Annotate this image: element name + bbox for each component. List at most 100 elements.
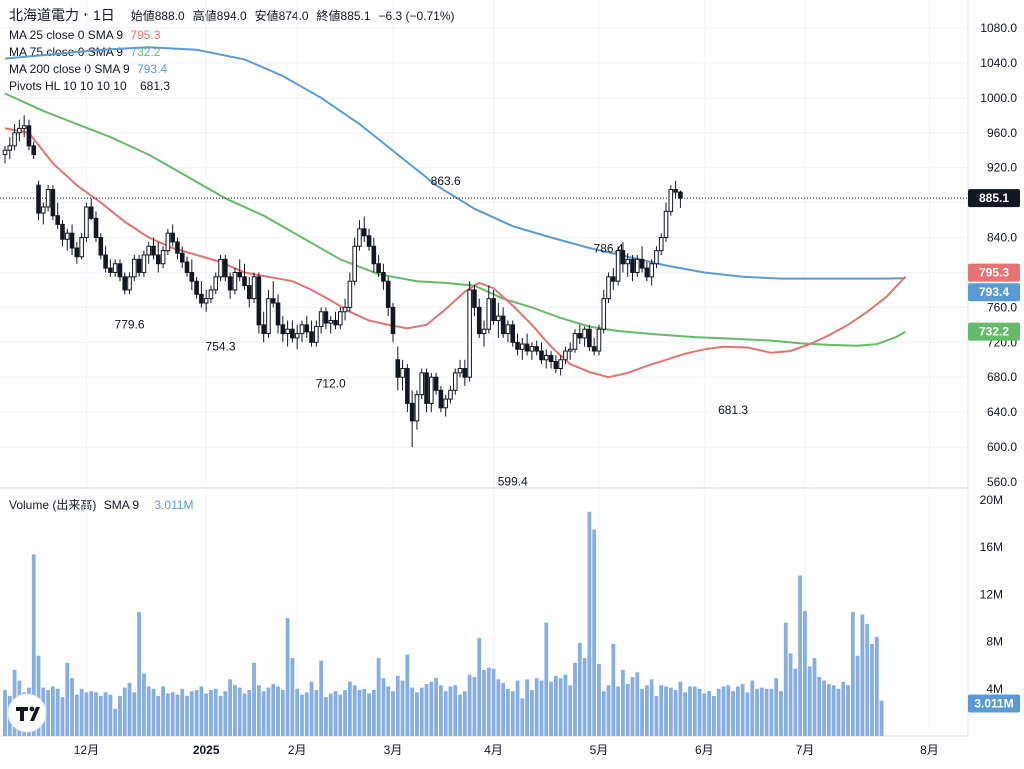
volume-bar xyxy=(721,686,726,736)
candle xyxy=(275,294,281,334)
svg-text:885.1: 885.1 xyxy=(979,191,1009,205)
candle xyxy=(448,385,453,404)
candle xyxy=(625,253,631,277)
time-tick-label: 3月 xyxy=(384,743,403,757)
volume-bar xyxy=(793,668,798,736)
volume-bar xyxy=(343,689,347,736)
volume-bar xyxy=(486,667,491,736)
time-tick-label: 7月 xyxy=(796,743,815,757)
volume-bar xyxy=(218,695,223,736)
volume-bar xyxy=(185,695,189,736)
volume-bar xyxy=(611,643,616,736)
candle xyxy=(103,246,108,273)
price-tick-label: 1000.0 xyxy=(980,91,1017,105)
indicator-value: 795.3 xyxy=(130,28,161,42)
volume-bar xyxy=(616,686,621,736)
candle xyxy=(496,303,501,338)
indicator-pivots[interactable]: Pivots HL 10 10 10 10 681.3 xyxy=(9,78,174,94)
candle xyxy=(361,216,367,242)
indicator-ma25[interactable]: MA 25 close 0 SMA 9 795.3 xyxy=(9,27,164,43)
volume-bar xyxy=(266,687,271,736)
candle xyxy=(606,272,611,304)
volume-bar xyxy=(70,678,74,736)
volume-bar xyxy=(118,695,122,736)
volume-bar xyxy=(841,681,846,736)
candle xyxy=(409,390,415,448)
volume-bar xyxy=(419,687,424,736)
volume-bar xyxy=(31,554,36,736)
ma25-line xyxy=(4,127,907,379)
candle xyxy=(45,185,51,212)
candle xyxy=(41,202,46,225)
price-tick-label: 1080.0 xyxy=(980,21,1017,35)
candle xyxy=(132,255,137,282)
candle xyxy=(237,259,243,282)
time-tick-label: 4月 xyxy=(484,743,503,757)
last-price-badge: 885.1 xyxy=(968,189,1020,208)
candle xyxy=(347,272,353,312)
volume-bar xyxy=(137,612,142,736)
candle xyxy=(510,320,516,347)
time-axis-ticks: 12月 2025 2月 3月 4月 5月 6月 7月 8月 xyxy=(74,743,939,757)
candle xyxy=(419,368,425,400)
candle xyxy=(505,320,511,343)
volume-bar xyxy=(314,689,319,736)
volume-legend[interactable]: Volume (出来高) SMA 9 3.011M xyxy=(9,497,198,513)
volume-bar xyxy=(438,685,443,736)
candle xyxy=(98,233,104,260)
candle xyxy=(567,342,573,360)
volume-bar xyxy=(774,678,779,736)
chart-header: 北海道電力・1日 始値888.0 高値894.0 安値874.0 終値885.1… xyxy=(9,7,459,24)
volume-bar xyxy=(668,687,673,736)
volume-bar xyxy=(180,688,185,736)
candle xyxy=(223,255,228,282)
price-badges: 885.1 795.3 793.4 732.2 3.011M xyxy=(968,189,1020,713)
volume-bar xyxy=(803,610,807,736)
volume-bar xyxy=(357,689,362,736)
high-value: 894.0 xyxy=(216,9,247,23)
candle xyxy=(587,324,592,352)
volume-bar xyxy=(740,684,745,736)
candle xyxy=(2,145,8,164)
candle xyxy=(529,342,535,360)
volume-bar xyxy=(520,698,525,736)
volume-bar xyxy=(812,658,817,736)
volume-bar xyxy=(467,674,472,736)
volume-bar xyxy=(60,697,65,736)
candle xyxy=(74,241,80,264)
volume-bar xyxy=(462,691,467,736)
indicator-ma200[interactable]: MA 200 close 0 SMA 9 793.4 xyxy=(9,61,171,77)
volume-bar xyxy=(84,692,89,736)
candle xyxy=(539,342,544,365)
volume-bar xyxy=(553,675,558,736)
volume-bar xyxy=(261,691,266,736)
low-label: 安値 xyxy=(254,9,279,23)
volume-bar xyxy=(510,691,515,736)
volume-bar xyxy=(644,685,649,736)
candle xyxy=(79,233,84,260)
volume-bar xyxy=(716,688,721,736)
candle xyxy=(381,263,386,290)
candle xyxy=(199,281,204,308)
volume-bar xyxy=(132,692,137,736)
volume-bar xyxy=(304,692,309,736)
candle xyxy=(572,329,578,353)
candle xyxy=(342,298,348,321)
volume-bar xyxy=(649,679,654,736)
candle xyxy=(620,241,626,273)
volume-bar xyxy=(472,677,477,736)
volume-bar xyxy=(692,686,697,736)
candle xyxy=(663,202,669,242)
volume-bar xyxy=(103,692,108,736)
pivot-label: 779.6 xyxy=(115,317,145,331)
volume-bar xyxy=(170,692,175,736)
volume-bar xyxy=(558,678,563,736)
candle xyxy=(582,326,587,347)
price-tick-label: 600.0 xyxy=(987,440,1017,454)
pivot-label: 863.6 xyxy=(431,174,461,188)
volume-bar xyxy=(697,688,702,736)
volume-bar xyxy=(530,689,534,736)
volume-bar xyxy=(745,692,750,736)
tradingview-logo-icon[interactable] xyxy=(7,693,47,733)
